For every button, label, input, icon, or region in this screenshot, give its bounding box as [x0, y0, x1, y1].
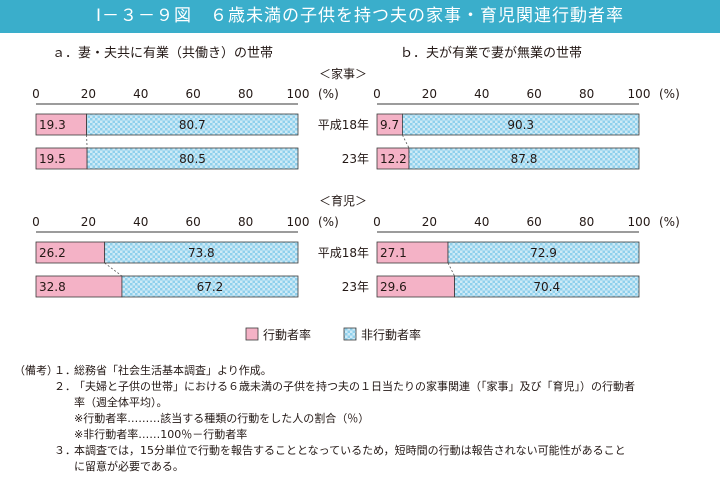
axis-tick-label: 80: [579, 87, 594, 101]
note-item: ２． 「夫婦と子供の世帯」における６歳未満の子供を持つ夫の１日当たりの家事関連（…: [14, 379, 714, 395]
note-item: 率（週全体平均）。: [14, 395, 714, 411]
axis-tick-label: 20: [422, 87, 437, 101]
legend-label-actor: 行動者率: [263, 327, 311, 342]
bar-non-actor: [402, 113, 640, 136]
bar-value-label-actor: 9.7: [380, 118, 399, 132]
note-text: 「夫婦と子供の世帯」における６歳未満の子供を持つ夫の１日当たりの家事関連（「家事…: [74, 380, 635, 393]
legend: 行動者率 非行動者率: [245, 327, 421, 342]
legend-swatch-actor: [245, 327, 259, 341]
bar-value-label-non-actor: 90.3: [507, 118, 534, 132]
note-item: ※行動者率………該当する種類の行動をした人の割合（％）: [14, 411, 714, 427]
legend-label-non-actor: 非行動者率: [361, 327, 421, 342]
note-item: ３． 本調査では，15分単位で行動を報告することとなっているため，短時間の行動は…: [14, 443, 714, 459]
chart-area: ａ．妻・夫共に有業（共働き）の世帯 ｂ．夫が有業で妻が無業の世帯 ＜家事＞ ＜育…: [32, 45, 680, 342]
axis-tick-label: 100: [287, 215, 310, 229]
axis-tick-label: 40: [474, 215, 489, 229]
axis-tick-label: 0: [373, 87, 381, 101]
axis-tick-label: 40: [474, 87, 489, 101]
bar-connector-line: [402, 134, 410, 149]
axis-tick-label: 60: [186, 215, 201, 229]
axis-tick-label: 60: [527, 87, 542, 101]
axis-unit-label: (%): [659, 87, 680, 101]
note-item: ※非行動者率……100％－行動者率: [14, 427, 714, 443]
note-text: に留意が必要である。: [74, 460, 184, 473]
bar-value-label-actor: 32.8: [39, 280, 66, 294]
bar-non-actor: [86, 147, 299, 170]
axis-unit-label: (%): [659, 215, 680, 229]
bar-value-label-actor: 19.5: [39, 152, 66, 166]
bar-non-actor: [408, 147, 640, 170]
bar-value-label-non-actor: 67.2: [197, 280, 224, 294]
bar-value-label-non-actor: 73.8: [188, 246, 215, 260]
bar-non-actor: [447, 241, 640, 264]
bar-non-actor: [454, 275, 640, 298]
row-label: 23年: [342, 280, 369, 294]
axis-tick-label: 100: [628, 215, 651, 229]
bar-value-label-actor: 29.6: [380, 280, 407, 294]
figure-title: Ⅰ－３－９図 ６歳未満の子供を持つ夫の家事・育児関連行動者率: [0, 0, 720, 33]
axis-tick-label: 60: [186, 87, 201, 101]
axis-tick-label: 80: [238, 215, 253, 229]
note-text: ※行動者率………該当する種類の行動をした人の割合（％）: [74, 412, 370, 425]
axis-tick-label: 0: [373, 215, 381, 229]
section-header-childcare: ＜育児＞: [319, 193, 367, 208]
bar-value-label-non-actor: 70.4: [533, 280, 560, 294]
panel-header-b: ｂ．夫が有業で妻が無業の世帯: [400, 45, 582, 61]
axis-unit-label: (%): [318, 87, 339, 101]
axis-tick-label: 80: [579, 215, 594, 229]
notes-label: （備考）: [14, 364, 58, 377]
bar-non-actor: [86, 113, 299, 136]
bar-value-label-actor: 12.2: [380, 152, 407, 166]
axis-tick-label: 20: [422, 215, 437, 229]
axis-tick-label: 40: [133, 87, 148, 101]
axis-tick-label: 0: [32, 87, 40, 101]
bar-value-label-actor: 26.2: [39, 246, 66, 260]
note-number: ２．: [54, 380, 76, 393]
note-number: １．: [54, 364, 76, 377]
note-item: （備考） １． 総務省「社会生活基本調査」より作成。: [14, 363, 714, 379]
note-number: ３．: [54, 444, 76, 457]
legend-swatch-non-actor: [343, 327, 357, 341]
axis-tick-label: 40: [133, 215, 148, 229]
note-text: 率（週全体平均）。: [74, 396, 168, 409]
axis-tick-label: 100: [287, 87, 310, 101]
bar-value-label-non-actor: 72.9: [530, 246, 557, 260]
row-label: 平成18年: [318, 118, 369, 132]
axis-tick-label: 20: [81, 87, 96, 101]
bar-value-label-non-actor: 87.8: [511, 152, 538, 166]
row-label: 平成18年: [318, 246, 369, 260]
axis-unit-label: (%): [318, 215, 339, 229]
bar-connector-line: [104, 262, 123, 277]
note-text: ※非行動者率……100％－行動者率: [74, 428, 248, 441]
note-text: 総務省「社会生活基本調査」より作成。: [74, 364, 272, 377]
bar-value-label-non-actor: 80.5: [179, 152, 206, 166]
note-text: 本調査では，15分単位で行動を報告することとなっているため，短時間の行動は報告さ…: [74, 444, 626, 457]
row-label: 23年: [342, 152, 369, 166]
axis-tick-label: 60: [527, 215, 542, 229]
section-header-housework: ＜家事＞: [319, 66, 367, 81]
bar-value-label-actor: 27.1: [380, 246, 407, 260]
notes: （備考） １． 総務省「社会生活基本調査」より作成。 ２． 「夫婦と子供の世帯」…: [14, 363, 714, 475]
bar-connector-line: [447, 262, 455, 277]
bar-value-label-actor: 19.3: [39, 118, 66, 132]
panel-header-a: ａ．妻・夫共に有業（共働き）の世帯: [52, 45, 273, 61]
axis-tick-label: 20: [81, 215, 96, 229]
bar-non-actor: [121, 275, 299, 298]
bar-non-actor: [104, 241, 299, 264]
axis-tick-label: 100: [628, 87, 651, 101]
axis-tick-label: 0: [32, 215, 40, 229]
bar-value-label-non-actor: 80.7: [179, 118, 206, 132]
axis-tick-label: 80: [238, 87, 253, 101]
note-item: に留意が必要である。: [14, 459, 714, 475]
bar-connector-line: [86, 134, 88, 149]
